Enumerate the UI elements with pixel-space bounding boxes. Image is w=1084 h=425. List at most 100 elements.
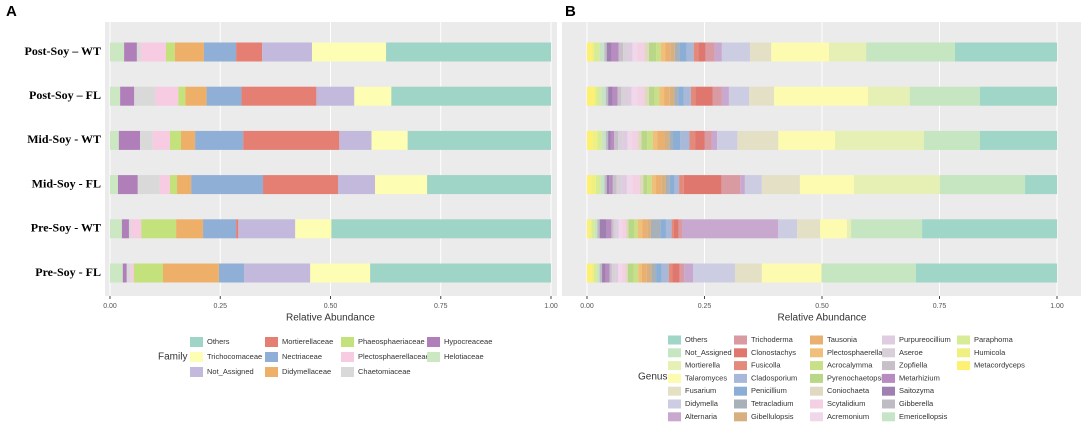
bar-segment: [664, 86, 670, 106]
bar-segment: [587, 86, 595, 106]
bar-segment: [427, 175, 551, 195]
legend-key: [734, 361, 747, 371]
bar-segment: [660, 42, 666, 62]
legend-key: [190, 352, 203, 362]
bar-segment: [608, 86, 613, 106]
y-tick-label: Mid-Soy - WT: [27, 132, 101, 146]
legend-key: [190, 337, 203, 347]
bar-segment: [698, 42, 706, 62]
bar-segment: [632, 175, 640, 195]
bar-segment: [594, 263, 598, 283]
bar-segment: [110, 86, 121, 106]
legend-label: Scytalidium: [827, 399, 865, 408]
legend-key: [882, 373, 895, 383]
bar-segment: [717, 130, 738, 150]
bar-segment: [661, 263, 669, 283]
bar-segment: [647, 219, 651, 239]
legend-key: [341, 367, 354, 377]
y-tick-label: Pre-Soy - WT: [31, 221, 101, 235]
bar-segment: [311, 42, 387, 62]
bar-segment: [618, 263, 622, 283]
bar-segment: [162, 263, 219, 283]
bar-segment: [721, 86, 729, 106]
bar-segment: [668, 263, 673, 283]
legend-key: [734, 348, 747, 358]
bar-segment: [587, 42, 592, 62]
bar-segment: [690, 86, 696, 106]
legend-label: Metarhizium: [899, 373, 940, 382]
legend-key: [882, 412, 895, 422]
legend-label: Tausonia: [827, 335, 858, 344]
legend-key: [734, 386, 747, 396]
bar-segment: [979, 86, 1057, 106]
bar-segment: [704, 130, 712, 150]
legend-label: Phaeosphaeriaceae: [358, 337, 425, 346]
bar-segment: [331, 219, 551, 239]
bar-segment: [669, 130, 674, 150]
bar-segment: [644, 86, 650, 106]
bar-segment: [618, 42, 624, 62]
bar-segment: [674, 42, 680, 62]
bar-segment: [602, 130, 606, 150]
bar-segment: [597, 130, 603, 150]
bar-segment: [589, 219, 592, 239]
bar-segment: [627, 130, 633, 150]
legend-label: Pyrenochaetopsis: [827, 373, 887, 382]
legend-label: Gibberella: [899, 399, 934, 408]
bar-segment: [683, 86, 691, 106]
bar-segment: [310, 263, 371, 283]
bar-segment: [134, 86, 156, 106]
bar-segment: [659, 86, 665, 106]
bar-segment: [110, 175, 118, 195]
bar-segment: [637, 219, 643, 239]
bar-segment: [721, 175, 741, 195]
x-tick-label: 0.50: [815, 303, 829, 310]
bar-segment: [195, 130, 244, 150]
bar-segment: [672, 263, 680, 283]
legend-label: Acrocalymma: [827, 361, 873, 370]
bar-segment: [955, 42, 1057, 62]
bar-segment: [678, 86, 684, 106]
x-tick-label: 0.00: [103, 303, 117, 310]
bar-segment: [599, 42, 605, 62]
legend-key: [810, 335, 823, 345]
bar-segment: [622, 219, 627, 239]
bar-segment: [185, 86, 207, 106]
bar-segment: [621, 86, 627, 106]
bar-segment: [608, 130, 611, 150]
bar-segment: [916, 263, 1057, 283]
legend-label: Penicillium: [751, 386, 787, 395]
bar-segment: [673, 219, 679, 239]
legend-key: [668, 386, 681, 396]
bar-segment: [627, 263, 634, 283]
legend-label: Plectosphaerellaceae: [358, 352, 430, 361]
legend-key: [810, 386, 823, 396]
bar-segment: [651, 263, 657, 283]
legend-label: Not_Assigned: [207, 367, 254, 376]
bar-segment: [615, 263, 619, 283]
bar-segment: [611, 42, 619, 62]
legend-key: [734, 373, 747, 383]
legend-label: Humicola: [974, 348, 1006, 357]
bar-segment: [647, 130, 653, 150]
bar-segment: [695, 130, 705, 150]
legend-label: Purpureocillium: [899, 335, 951, 344]
legend-label: Acremonium: [827, 412, 869, 421]
bar-segment: [605, 263, 610, 283]
legend-title: Genus: [638, 372, 667, 383]
legend-key: [882, 399, 895, 409]
bar-segment: [679, 263, 685, 283]
legend-key: [957, 335, 970, 345]
bar-segment: [604, 175, 607, 195]
bar-segment: [599, 219, 607, 239]
legend-label: Emericellopsis: [899, 412, 948, 421]
bar-segment: [646, 263, 652, 283]
y-tick-label: Post-Soy – FL: [29, 88, 101, 102]
bar-segment: [1025, 175, 1057, 195]
bar-segment: [749, 86, 775, 106]
legend-key: [734, 412, 747, 422]
bar-segment: [152, 130, 170, 150]
bar-segment: [606, 42, 612, 62]
legend-key: [668, 348, 681, 358]
bar-segment: [117, 175, 138, 195]
